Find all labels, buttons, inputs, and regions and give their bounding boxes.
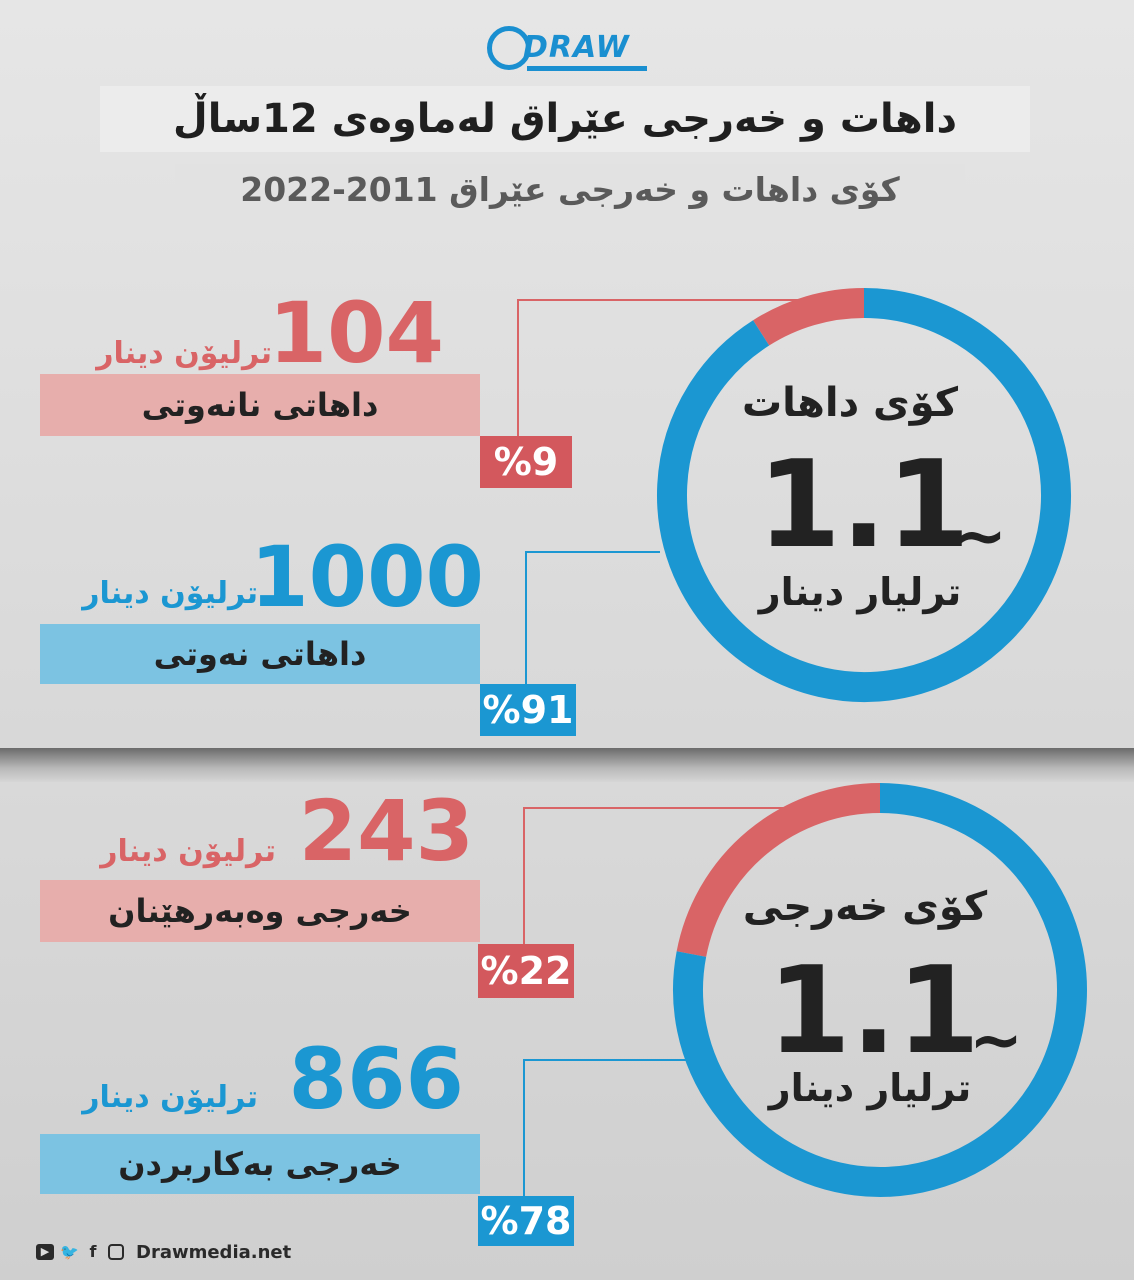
nonoil-revenue-label: داهاتی نانەوتی xyxy=(40,374,480,436)
donut-slice-major xyxy=(673,783,1087,1197)
donut-slice-major xyxy=(657,288,1071,702)
logo-underline xyxy=(527,66,647,71)
investment-expense-unit: ترلیۆن دینار xyxy=(100,834,276,869)
oil-revenue-label: داهاتی نەوتی xyxy=(40,624,480,684)
expense-center-value: 1.1 xyxy=(767,942,980,1081)
investment-expense-label: خەرجی وەبەرهێنان xyxy=(40,880,480,942)
expense-donut xyxy=(673,783,1087,1197)
logo-text: DRAW xyxy=(523,30,630,65)
revenue-donut xyxy=(657,288,1071,702)
nonoil-revenue-percent: %9 xyxy=(480,436,572,488)
connector-line-1 xyxy=(525,551,660,684)
revenue-center-title: کۆی داهات xyxy=(741,380,959,426)
oil-revenue-value: 1000 xyxy=(250,528,484,626)
website-link[interactable]: Drawmedia.net xyxy=(136,1241,292,1263)
expense-center-unit: ترلیار دینار xyxy=(768,1066,972,1110)
connector-line-2 xyxy=(523,807,880,944)
expense-center-approx: ~ xyxy=(969,1004,1023,1078)
connector-lines xyxy=(517,299,880,1196)
consumption-expense-percent: %78 xyxy=(478,1196,574,1246)
revenue-center-value: 1.1 xyxy=(757,436,970,575)
donut-slice-minor xyxy=(753,288,865,346)
oil-revenue-unit: ترلیۆن دینار xyxy=(82,576,258,611)
revenue-center-unit: ترلیار دینار xyxy=(758,570,962,614)
draw-logo: DRAW xyxy=(487,22,652,74)
facebook-icon[interactable]: f xyxy=(89,1242,97,1261)
investment-expense-value: 243 xyxy=(298,782,474,880)
consumption-expense-value: 866 xyxy=(288,1030,464,1128)
revenue-center-approx: ~ xyxy=(953,500,1007,574)
connector-line-3 xyxy=(523,1059,686,1196)
nonoil-revenue-unit: ترلیۆن دینار xyxy=(96,336,272,371)
page-subtitle: کۆی داهات و خەرجی عێراق 2011-2022 xyxy=(175,164,965,216)
oil-revenue-percent: %91 xyxy=(480,684,576,736)
panel-divider xyxy=(0,748,1134,782)
twitter-icon[interactable]: 🐦 xyxy=(60,1243,79,1261)
consumption-expense-unit: ترلیۆن دینار xyxy=(82,1080,258,1115)
connector-line-0 xyxy=(517,299,860,436)
investment-expense-percent: %22 xyxy=(478,944,574,998)
youtube-icon[interactable]: ▶ xyxy=(36,1244,54,1260)
page-title: داهات و خەرجی عێراق لەماوەی 12ساڵ xyxy=(100,86,1030,152)
logo-circle-icon xyxy=(487,26,531,70)
expense-center-title: کۆی خەرجی xyxy=(742,884,988,930)
donut-slice-minor xyxy=(676,783,881,958)
footer: ▶ 🐦 f Drawmedia.net xyxy=(36,1240,291,1264)
instagram-icon[interactable] xyxy=(108,1244,124,1260)
consumption-expense-label: خەرجی بەکاربردن xyxy=(40,1134,480,1194)
nonoil-revenue-value: 104 xyxy=(268,284,444,382)
